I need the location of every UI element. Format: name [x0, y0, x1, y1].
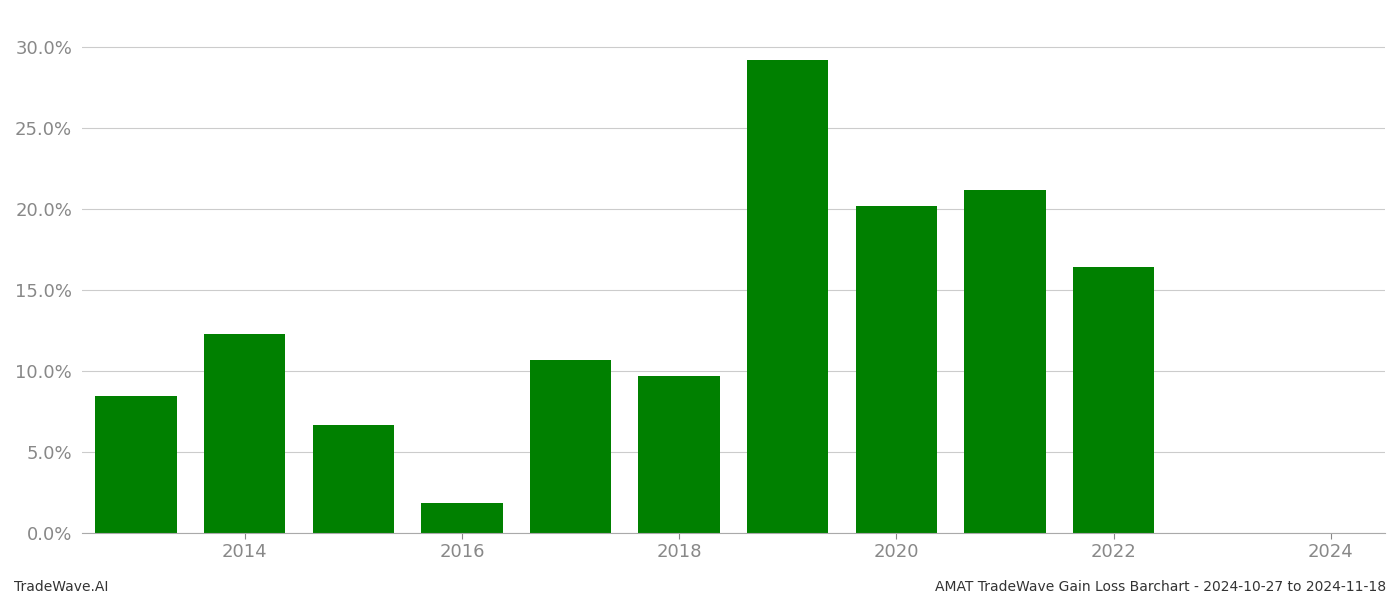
Bar: [965, 190, 1046, 533]
Bar: [638, 376, 720, 533]
Bar: [855, 206, 937, 533]
Text: AMAT TradeWave Gain Loss Barchart - 2024-10-27 to 2024-11-18: AMAT TradeWave Gain Loss Barchart - 2024…: [935, 580, 1386, 594]
Bar: [312, 425, 393, 533]
Bar: [529, 359, 612, 533]
Bar: [421, 503, 503, 533]
Bar: [204, 334, 286, 533]
Bar: [1072, 268, 1154, 533]
Bar: [95, 396, 176, 533]
Bar: [748, 60, 829, 533]
Text: TradeWave.AI: TradeWave.AI: [14, 580, 108, 594]
